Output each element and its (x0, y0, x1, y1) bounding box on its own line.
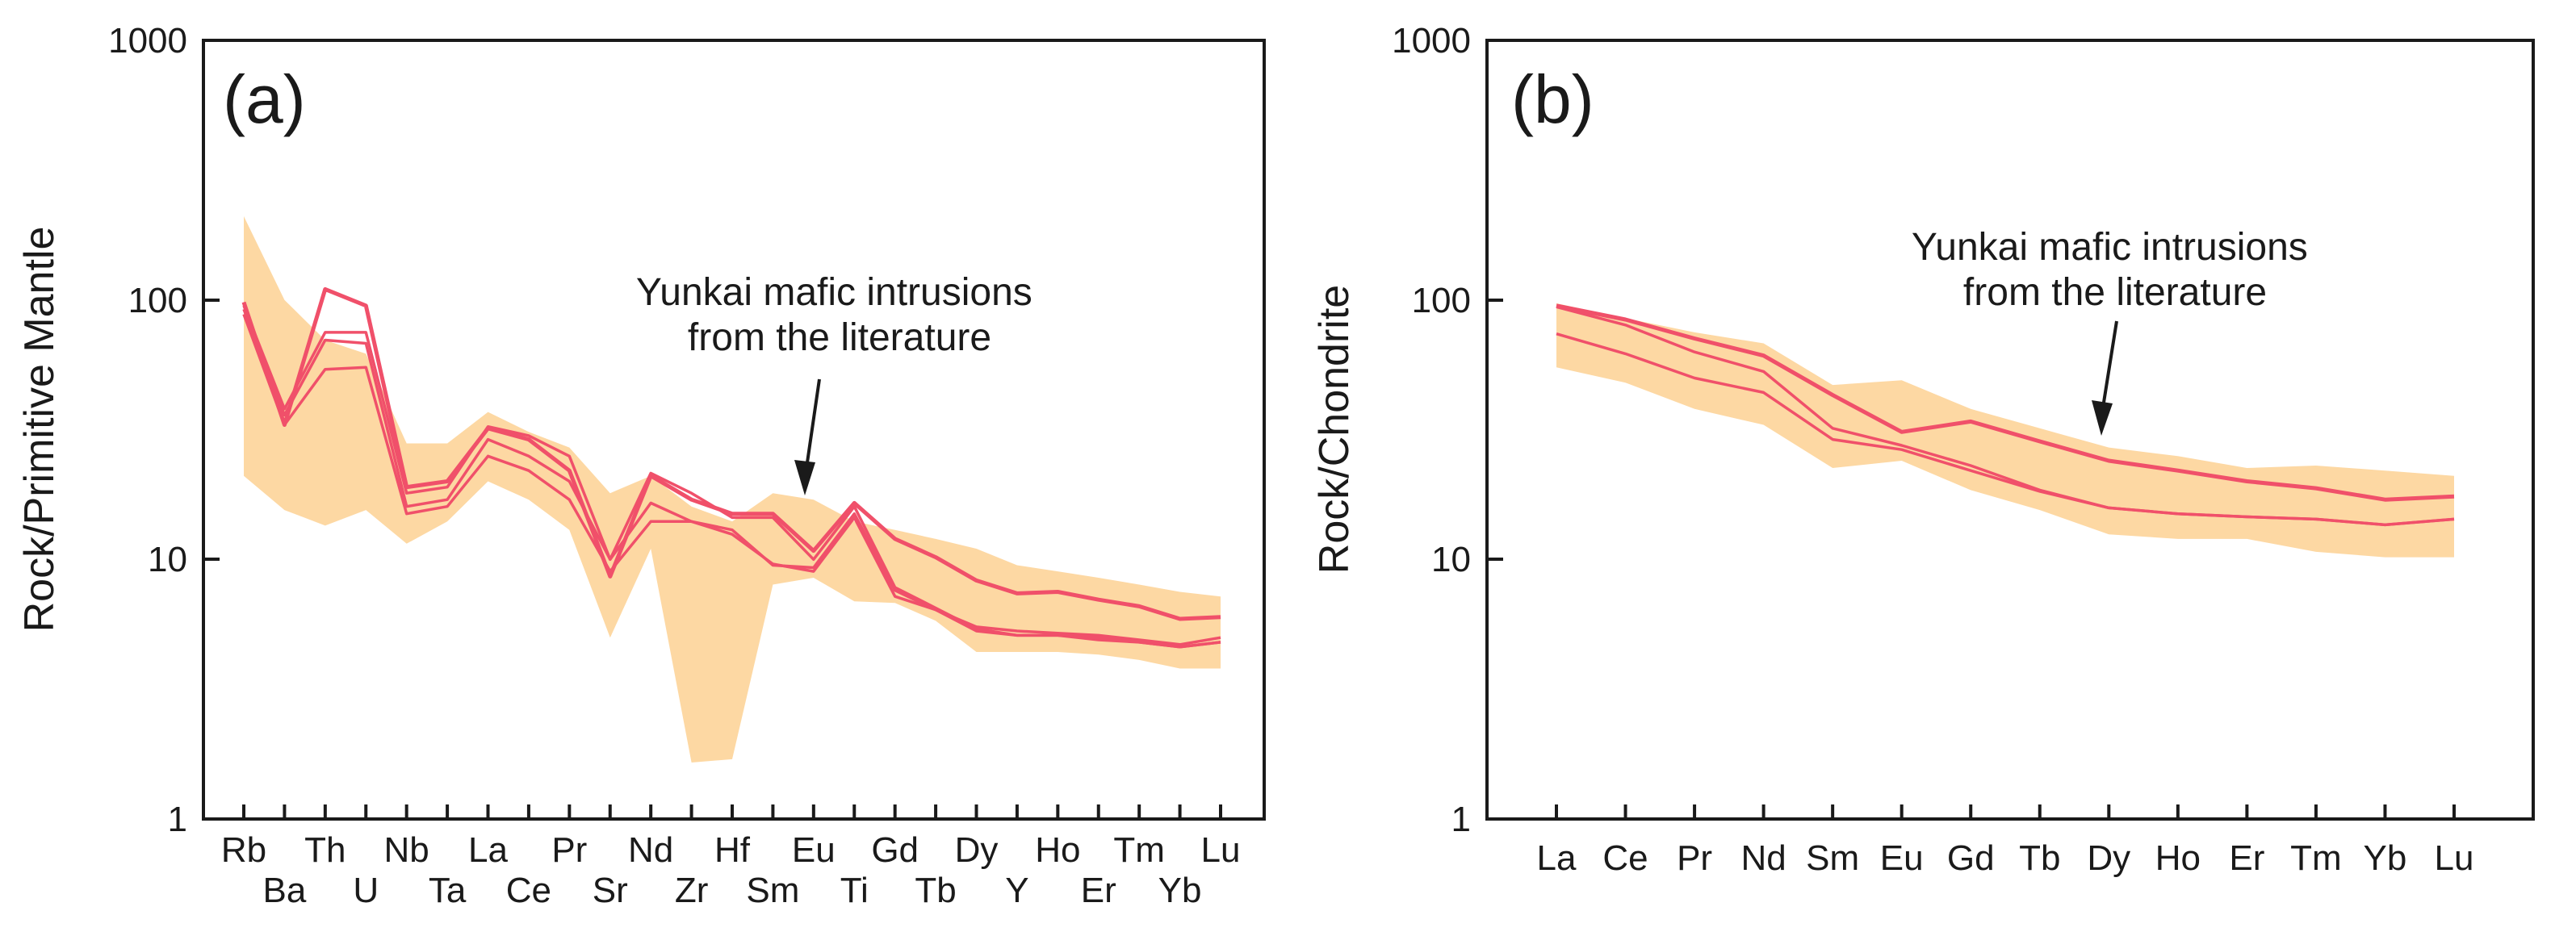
x-tick-label-a-Ho: Ho (1035, 830, 1080, 870)
b-xlabel-layer: La Ce Pr Nd Sm Eu Gd Tb Dy Ho Er Tm Yb Lu (1537, 838, 2474, 878)
x-tick-label-a-Tm: Tm (1113, 830, 1165, 870)
y-tick-label-a-10: 10 (148, 540, 187, 579)
panel-label-b: (b) (1511, 61, 1594, 137)
a-series-layer (241, 286, 1221, 649)
annotation-a-line-2: from the literature (688, 316, 991, 359)
series-line-a-4 (242, 313, 1221, 646)
x-tick-label-b-Sm: Sm (1806, 838, 1859, 878)
y-tick-label-b-100: 100 (1412, 281, 1471, 320)
y-tick-label-b-1: 1 (1451, 800, 1471, 839)
a-xtick-layer (242, 804, 1222, 819)
annotation-arrow-a (794, 378, 821, 495)
x-tick-label-a-Ba: Ba (263, 871, 307, 910)
x-tick-label-b-Dy: Dy (2087, 838, 2130, 878)
x-tick-label-a-Eu: Eu (792, 830, 836, 870)
series-line-b-1 (1556, 303, 2455, 502)
y-tick-label-b-10: 10 (1431, 540, 1471, 579)
plot-frame-b (1485, 39, 2535, 821)
x-tick-label-a-Zr: Zr (675, 871, 709, 910)
x-tick-label-b-La: La (1537, 838, 1577, 878)
x-tick-label-a-Y: Y (1005, 871, 1028, 910)
x-tick-label-a-Yb: Yb (1158, 871, 1202, 910)
x-tick-label-a-Lu: Lu (1201, 830, 1241, 870)
x-tick-label-b-Nd: Nd (1740, 838, 1786, 878)
x-tick-label-b-Ho: Ho (2155, 838, 2201, 878)
series-line-b-3 (1556, 332, 2455, 527)
x-tick-label-a-Hf: Hf (714, 830, 751, 870)
y-tick-label-a-1000: 1000 (108, 21, 187, 61)
x-tick-label-a-Nb: Nb (384, 830, 429, 870)
x-tick-label-a-Pr: Pr (551, 830, 587, 870)
x-tick-label-a-La: La (468, 830, 508, 870)
x-tick-label-a-Gd: Gd (871, 830, 919, 870)
y-tick-label-b-1000: 1000 (1392, 21, 1471, 61)
annotation-b-line-1: Yunkai mafic intrusions (1912, 226, 2308, 269)
annotation-a-line-1: Yunkai mafic intrusions (636, 271, 1032, 314)
x-tick-label-a-Th: Th (304, 830, 346, 870)
y-axis-title-a: Rock/Primitive Mantle (16, 227, 63, 633)
x-tick-label-b-Ce: Ce (1602, 838, 1648, 878)
x-tick-label-b-Lu: Lu (2435, 838, 2474, 878)
chart-panel-a: 1 10 100 1000 Rock/Primitive Mantle (a) … (16, 21, 1266, 910)
series-line-a-3 (242, 308, 1221, 649)
series-line-a-1 (241, 286, 1221, 621)
x-tick-label-b-Gd: Gd (1947, 838, 1995, 878)
annotation-a: Yunkai mafic intrusions from the literat… (636, 271, 1043, 359)
y-ticks-b (1487, 39, 1503, 821)
x-tick-label-b-Pr: Pr (1677, 838, 1712, 878)
y-tick-label-a-100: 100 (128, 281, 187, 320)
x-tick-label-b-Er: Er (2229, 838, 2264, 878)
annotation-b: Yunkai mafic intrusions from the literat… (1912, 226, 2318, 314)
panel-label-a: (a) (223, 61, 306, 137)
x-tick-label-a-Nd: Nd (628, 830, 673, 870)
b-series-layer (1556, 303, 2455, 527)
annotation-arrow-b (2092, 320, 2118, 436)
x-tick-label-b-Eu: Eu (1880, 838, 1924, 878)
y-tick-label-a-1: 1 (168, 800, 187, 839)
y-ticks-a (203, 39, 220, 821)
x-tick-label-a-Er: Er (1081, 871, 1116, 910)
x-tick-label-a-Ti: Ti (840, 871, 869, 910)
y-axis-title-b: Rock/Chondrite (1311, 285, 1358, 574)
x-tick-label-b-Tm: Tm (2290, 838, 2342, 878)
x-tick-label-b-Yb: Yb (2364, 838, 2407, 878)
x-tick-label-a-Ce: Ce (506, 871, 551, 910)
x-tick-label-b-Tb: Tb (2019, 838, 2060, 878)
x-tick-label-a-U: U (353, 871, 379, 910)
x-tick-label-a-Ta: Ta (429, 871, 467, 910)
b-xtick-layer (1555, 804, 2456, 819)
a-xlabel-layer: RbBaThUNbTaLaCePrSrNdZrHfSmEuTiGdTbDyYHo… (221, 830, 1241, 910)
x-tick-label-a-Sr: Sr (593, 871, 628, 910)
annotation-b-line-2: from the literature (1963, 271, 2267, 314)
x-tick-label-a-Dy: Dy (955, 830, 999, 870)
x-tick-label-a-Tb: Tb (915, 871, 956, 910)
chart-panel-b: 1 10 100 1000 Rock/Chondrite (b) Yunkai … (1311, 21, 2535, 878)
x-tick-label-a-Sm: Sm (746, 871, 799, 910)
x-tick-label-a-Rb: Rb (221, 830, 266, 870)
